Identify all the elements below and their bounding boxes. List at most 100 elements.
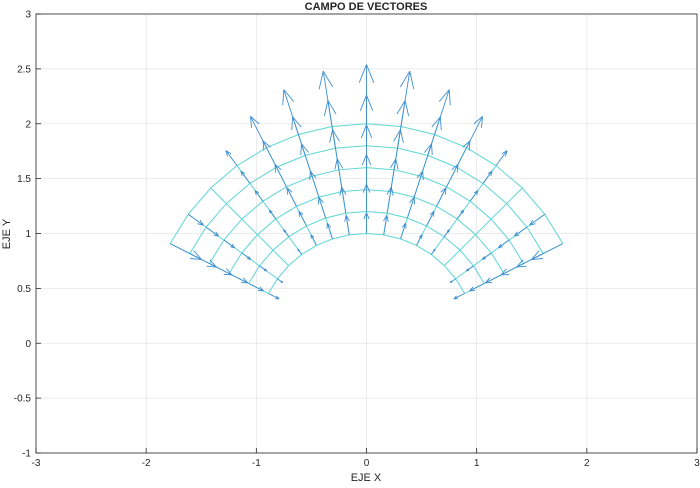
arrow-shaft — [435, 90, 450, 135]
vector-arrow — [431, 249, 435, 254]
y-tick-label: 1 — [25, 229, 31, 240]
vector-arrow — [188, 214, 203, 225]
vector-arrow — [269, 210, 275, 219]
arrow-shaft — [427, 211, 435, 226]
vector-arrow — [421, 144, 432, 176]
y-tick-label: 3 — [25, 10, 31, 21]
vector-arrow — [298, 249, 302, 254]
vector-arrow — [390, 159, 398, 192]
arrow-shaft — [496, 151, 507, 166]
vector-arrow — [407, 197, 414, 218]
arrow-head — [241, 282, 248, 283]
vector-arrow — [531, 244, 562, 260]
vector-arrow — [224, 240, 235, 248]
vector-arrow — [447, 164, 459, 186]
vector-arrow — [170, 244, 201, 260]
vector-arrow — [466, 266, 473, 271]
vector-arrow — [275, 164, 287, 186]
arrow-shaft — [275, 164, 287, 186]
arrow-head — [463, 141, 470, 147]
vector-arrow — [435, 90, 451, 135]
arrow-head — [367, 184, 370, 192]
vector-arrow — [427, 211, 435, 226]
y-tick-label: 0 — [25, 339, 31, 350]
arrow-shaft — [327, 223, 332, 239]
arrow-shaft — [226, 151, 237, 166]
arrow-shaft — [319, 197, 326, 218]
arrow-shaft — [447, 164, 459, 186]
vector-arrow — [496, 151, 507, 166]
arrow-head — [292, 117, 293, 130]
x-tick-label: -1 — [252, 458, 261, 469]
vector-arrow — [457, 210, 463, 219]
arrow-head — [432, 144, 433, 155]
arrow-shaft — [268, 293, 279, 298]
arrow-shaft — [250, 116, 266, 147]
y-tick-label: 0.5 — [17, 284, 31, 295]
vector-arrow — [242, 253, 251, 259]
chart-title: CAMPO DE VECTORES — [305, 1, 428, 13]
arrow-head — [410, 71, 414, 89]
y-axis-label: EJE Y — [1, 218, 13, 249]
arrow-shaft — [401, 71, 410, 126]
vector-arrow — [299, 211, 307, 226]
vector-arrow — [335, 159, 343, 192]
vector-arrow — [364, 213, 369, 234]
arrow-head — [324, 100, 328, 116]
arrow-head — [423, 171, 424, 180]
arrow-shaft — [437, 188, 447, 207]
arrow-shaft — [514, 227, 526, 236]
arrow-shaft — [206, 227, 218, 236]
vector-arrow — [359, 64, 374, 123]
vector-arrow — [467, 116, 483, 147]
vector-arrow — [250, 116, 266, 147]
arrow-head — [400, 130, 403, 143]
vector-arrow — [327, 223, 332, 239]
arrow-head — [310, 171, 311, 180]
arrow-head — [396, 159, 398, 170]
vector-arrow — [226, 151, 237, 166]
arrow-shaft — [467, 116, 483, 147]
arrow-shaft — [417, 235, 423, 246]
y-tick-label: -0.5 — [14, 394, 32, 405]
arrow-head — [387, 215, 388, 221]
vector-arrow — [482, 253, 491, 259]
vector-arrow — [401, 223, 406, 239]
arrow-head — [474, 116, 483, 124]
arrow-head — [449, 90, 450, 106]
arrow-head — [367, 95, 373, 110]
vector-arrow — [268, 293, 279, 298]
vector-arrow — [206, 227, 218, 236]
arrow-head — [283, 90, 284, 106]
x-tick-label: -3 — [32, 458, 41, 469]
y-tick-label: 2 — [25, 119, 31, 130]
vector-arrow — [514, 227, 526, 236]
arrow-shaft — [311, 235, 317, 246]
x-tick-label: 1 — [474, 458, 480, 469]
arrow-shaft — [457, 210, 463, 219]
arrow-head — [361, 125, 366, 138]
vector-arrow — [311, 235, 317, 246]
arrow-shaft — [483, 171, 492, 183]
vector-arrow — [417, 235, 423, 246]
arrow-shaft — [482, 253, 491, 259]
arrow-head — [362, 154, 366, 165]
arrow-shaft — [188, 214, 203, 225]
arrow-head — [359, 64, 366, 82]
y-tick-label: -1 — [22, 449, 31, 460]
arrow-head — [335, 159, 337, 170]
y-tick-label: 1.5 — [17, 174, 31, 185]
arrow-shaft — [530, 214, 545, 225]
arrow-shaft — [401, 223, 406, 239]
arrow-head — [367, 154, 371, 165]
vector-arrow — [287, 188, 297, 207]
vector-arrow — [483, 171, 492, 183]
arrow-shaft — [284, 90, 299, 135]
vector-arrow — [530, 214, 545, 225]
arrow-shaft — [287, 188, 297, 207]
arrow-head — [281, 282, 283, 283]
arrow-head — [263, 141, 270, 147]
arrow-shaft — [241, 171, 250, 183]
